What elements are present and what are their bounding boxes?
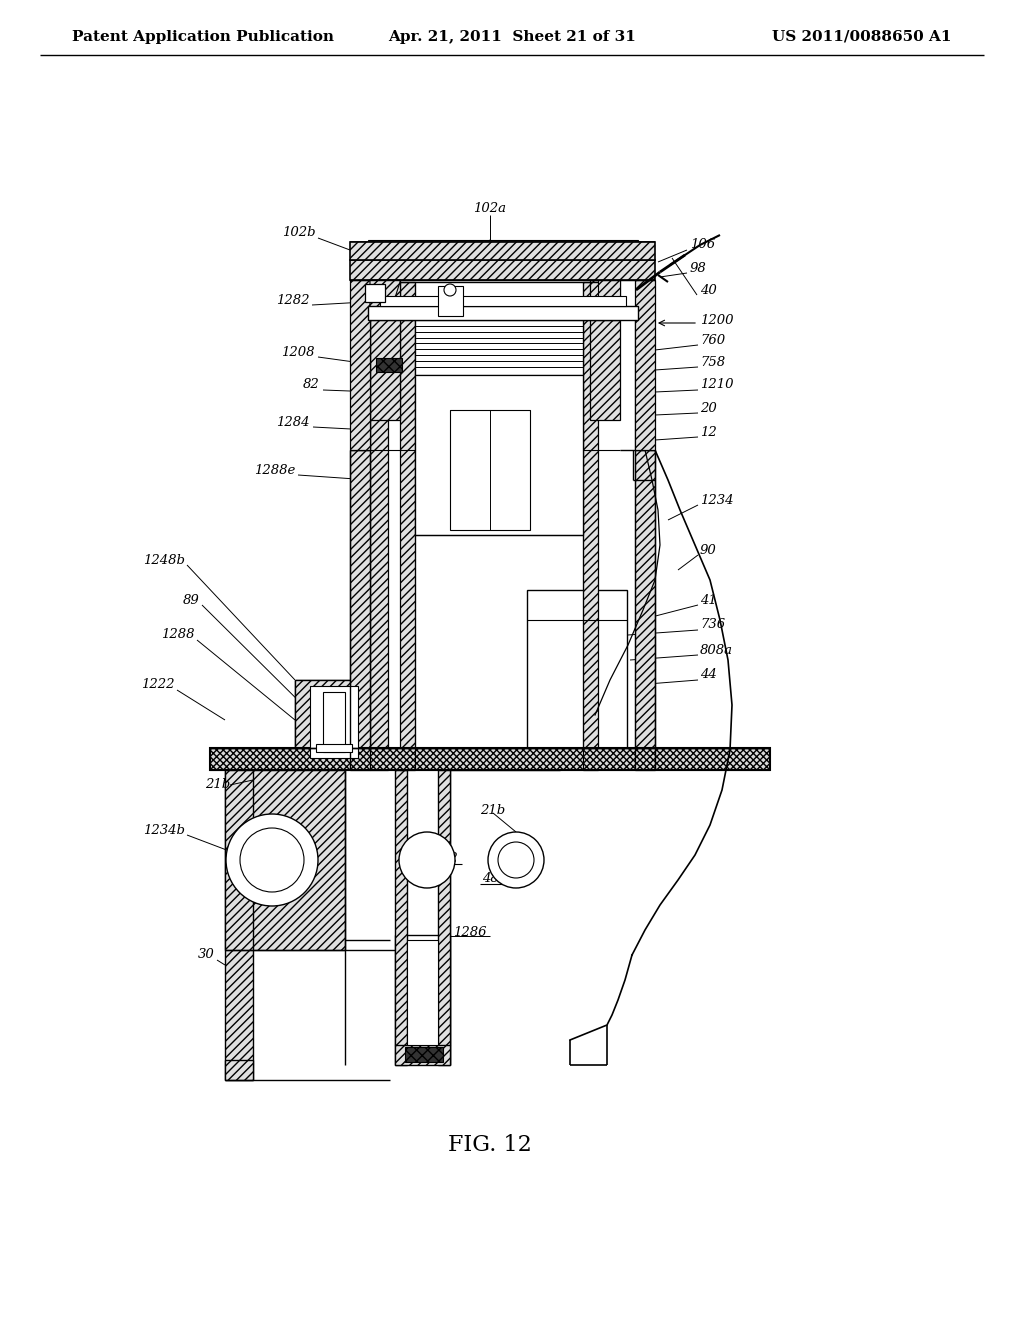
Text: 89: 89 [183, 594, 200, 606]
Text: 1288e: 1288e [254, 463, 295, 477]
Text: 1234: 1234 [700, 494, 733, 507]
Text: 102a: 102a [473, 202, 507, 214]
Bar [210, 748, 770, 770]
Text: 12: 12 [700, 425, 717, 438]
Text: Patent Application Publication: Patent Application Publication [72, 30, 334, 44]
Bar [395, 935, 450, 1045]
Circle shape [240, 828, 304, 892]
Text: 30: 30 [199, 949, 215, 961]
Bar [370, 280, 400, 420]
Text: 44: 44 [700, 668, 717, 681]
Text: 758: 758 [700, 355, 725, 368]
Text: 1222: 1222 [141, 678, 175, 692]
Text: 20: 20 [700, 401, 717, 414]
Bar [380, 296, 626, 306]
Text: 98: 98 [690, 261, 707, 275]
Bar [450, 411, 530, 531]
Text: 1234b: 1234b [143, 824, 185, 837]
Text: 21b: 21b [480, 804, 505, 817]
Bar [368, 240, 638, 280]
Text: 1208: 1208 [282, 346, 315, 359]
Polygon shape [598, 280, 620, 319]
Bar [395, 770, 407, 1065]
Text: 808a: 808a [700, 644, 733, 656]
Bar [295, 680, 373, 766]
Bar [225, 770, 253, 1080]
Bar [583, 282, 598, 770]
Text: 90: 90 [700, 544, 717, 557]
Text: 1210: 1210 [700, 379, 733, 392]
Bar [438, 770, 450, 1065]
Bar [368, 306, 638, 319]
Bar [310, 686, 358, 758]
Bar [350, 280, 370, 450]
Text: Apr. 21, 2011  Sheet 21 of 31: Apr. 21, 2011 Sheet 21 of 31 [388, 30, 636, 44]
Bar [225, 766, 345, 950]
Circle shape [399, 832, 455, 888]
Bar [323, 692, 345, 752]
Bar [406, 1047, 443, 1063]
Bar [635, 450, 655, 770]
Text: 40: 40 [700, 284, 717, 297]
Bar [590, 280, 620, 420]
Text: 41: 41 [700, 594, 717, 606]
Bar [635, 280, 655, 450]
Bar [370, 285, 388, 770]
Polygon shape [370, 280, 400, 319]
Bar [438, 286, 463, 315]
Bar [415, 310, 583, 375]
Bar [376, 358, 402, 372]
Text: 1248b: 1248b [143, 553, 185, 566]
Circle shape [498, 842, 534, 878]
Text: 1286: 1286 [454, 925, 486, 939]
Bar [400, 282, 415, 770]
Text: 1200: 1200 [700, 314, 733, 326]
Text: 1288: 1288 [162, 628, 195, 642]
Text: 736: 736 [700, 619, 725, 631]
Text: 48: 48 [481, 871, 499, 884]
Bar [407, 940, 438, 1045]
Text: 1284: 1284 [276, 416, 310, 429]
Bar [415, 375, 583, 535]
Text: 82: 82 [303, 379, 319, 392]
Text: 106: 106 [690, 239, 715, 252]
Text: 32: 32 [441, 851, 459, 865]
Text: FIG. 12: FIG. 12 [449, 1134, 531, 1156]
Bar [350, 450, 370, 770]
Text: 102b: 102b [283, 226, 316, 239]
Text: 1282: 1282 [276, 293, 310, 306]
Bar [316, 744, 352, 752]
Text: 21b: 21b [205, 779, 230, 792]
Bar [350, 242, 655, 260]
Text: 760: 760 [700, 334, 725, 346]
Circle shape [226, 814, 318, 906]
Bar [225, 1060, 253, 1080]
Circle shape [444, 284, 456, 296]
Bar [527, 590, 627, 748]
Bar [395, 1045, 450, 1065]
Circle shape [488, 832, 544, 888]
Bar [365, 284, 385, 302]
Text: US 2011/0088650 A1: US 2011/0088650 A1 [772, 30, 952, 44]
Bar [350, 260, 655, 280]
